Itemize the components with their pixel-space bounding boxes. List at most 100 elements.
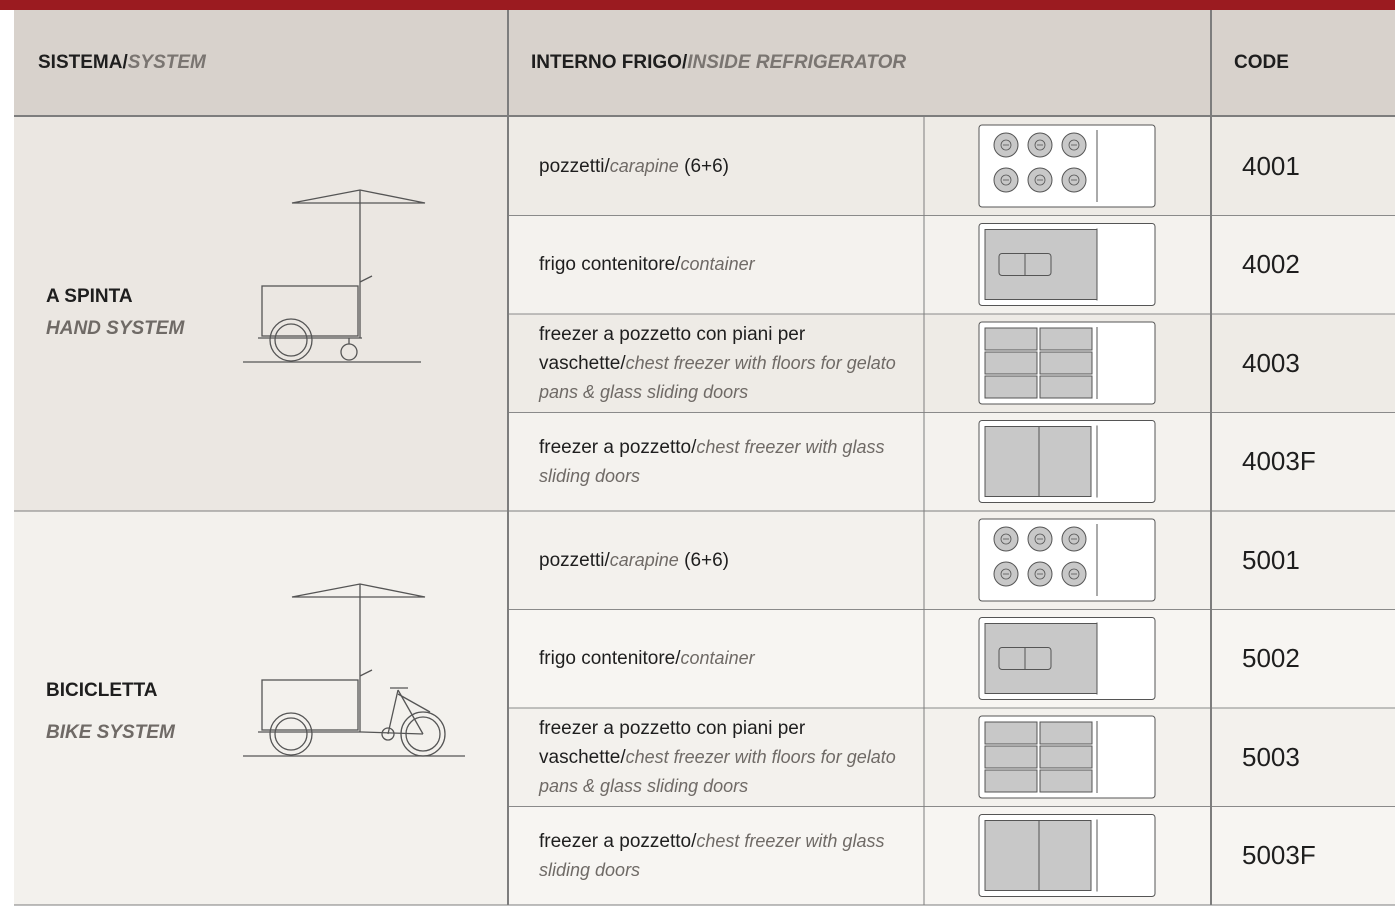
code: 4003 <box>1242 347 1300 378</box>
text-block: freezer a pozzetto con piani per vaschet… <box>539 320 899 407</box>
carapina-lid <box>1068 174 1080 186</box>
container <box>984 229 1098 300</box>
row-bg <box>508 215 1395 314</box>
drawing-line <box>387 689 399 735</box>
text-block: SISTEMA/SYSTEM <box>38 52 206 74</box>
description: freezer a pozzetto con piani per vaschet… <box>539 708 899 807</box>
code: 5001 <box>1242 544 1300 575</box>
group-label: BICICLETTA <box>46 680 158 701</box>
carapina-lid <box>1068 568 1080 580</box>
carapina-lid <box>1068 139 1080 151</box>
code: 5003F <box>1242 840 1316 871</box>
text-block: frigo contenitore/container <box>539 250 755 279</box>
drawing-line <box>397 693 431 713</box>
icon-frame <box>978 124 1156 208</box>
pan <box>1039 745 1093 769</box>
description: freezer a pozzetto/chest freezer with gl… <box>539 807 899 906</box>
header-cell: CODE <box>1234 52 1289 73</box>
description: freezer a pozzetto/chest freezer with gl… <box>539 413 899 512</box>
header-cell: INTERNO FRIGO/INSIDE REFRIGERATOR <box>531 10 1191 116</box>
wheel <box>400 711 446 757</box>
wheel <box>269 712 313 756</box>
pan <box>984 327 1038 351</box>
row-bg <box>508 314 1395 413</box>
text-italic: container <box>680 648 755 669</box>
pan <box>1039 769 1093 793</box>
text: SISTEMA/ <box>38 52 128 73</box>
text: (6+6) <box>684 549 730 571</box>
row-bg <box>508 117 1395 216</box>
carapina-lid <box>1000 174 1012 186</box>
carapina-lid <box>1034 533 1046 545</box>
text-italic: container <box>680 254 755 275</box>
code: 4001 <box>1242 150 1300 181</box>
text: (6+6) <box>684 155 730 177</box>
group-sublabel: BIKE SYSTEM <box>46 722 175 743</box>
chest-panel <box>984 820 1040 891</box>
row-bg <box>508 609 1395 708</box>
text-block: freezer a pozzetto con piani per vaschet… <box>539 714 899 801</box>
text-block: INTERNO FRIGO/INSIDE REFRIGERATOR <box>531 52 906 74</box>
text-italic: chest freezer with glass sliding doors <box>539 436 885 486</box>
container <box>984 623 1098 694</box>
carapina-lid <box>1034 139 1046 151</box>
code: 4003F <box>1242 446 1316 477</box>
cart-box <box>261 285 359 337</box>
carapina-lid <box>1068 533 1080 545</box>
umbrella <box>291 189 426 204</box>
text: INTERNO FRIGO/ <box>531 52 688 73</box>
text-block: freezer a pozzetto/chest freezer with gl… <box>539 827 899 885</box>
group-bg <box>14 511 508 905</box>
drawing-line <box>397 689 424 735</box>
text-italic: chest freezer with floors for gelato pan… <box>539 352 896 402</box>
pan <box>1039 375 1093 399</box>
row-bg <box>508 511 1395 610</box>
header-cell: SISTEMA/SYSTEM <box>38 10 498 116</box>
description: pozzetti/carapine (6+6) <box>539 511 899 610</box>
pan <box>984 375 1038 399</box>
group-bg <box>14 117 508 511</box>
top-bar <box>0 0 1395 10</box>
cart-box <box>261 679 359 731</box>
text-block: pozzetti/carapine (6+6) <box>539 152 729 181</box>
text: freezer a pozzetto con piani per vaschet… <box>539 323 806 374</box>
text-italic: chest freezer with glass sliding doors <box>539 830 885 880</box>
text-block: pozzetti/carapine (6+6) <box>539 546 729 575</box>
pan <box>1039 351 1093 375</box>
text-italic: SYSTEM <box>127 52 206 73</box>
carapina-lid <box>1000 139 1012 151</box>
wheel <box>274 323 308 357</box>
pan <box>984 769 1038 793</box>
chest-panel <box>1038 426 1092 497</box>
text: frigo contenitore/ <box>539 648 681 670</box>
umbrella <box>291 583 426 598</box>
icon-frame <box>978 518 1156 602</box>
group-sublabel: HAND SYSTEM <box>46 318 185 339</box>
text: freezer a pozzetto/ <box>539 830 697 852</box>
text-italic: INSIDE REFRIGERATOR <box>687 52 907 73</box>
carapina-lid <box>1034 568 1046 580</box>
carapina-lid <box>1000 568 1012 580</box>
pan <box>984 721 1038 745</box>
code: 4002 <box>1242 249 1300 280</box>
description: frigo contenitore/container <box>539 610 899 709</box>
text: freezer a pozzetto/ <box>539 436 697 458</box>
text-italic: carapine <box>609 155 679 176</box>
row-bg <box>508 708 1395 807</box>
pedal <box>381 727 395 741</box>
text-italic: carapine <box>609 549 679 570</box>
pan <box>1039 327 1093 351</box>
row-bg <box>508 806 1395 905</box>
carapina-lid <box>1034 174 1046 186</box>
header-bg <box>14 10 1395 116</box>
carapina-lid <box>1000 533 1012 545</box>
drawing-line <box>359 669 373 677</box>
drawing-line <box>361 731 424 735</box>
chest-panel <box>1038 820 1092 891</box>
description: frigo contenitore/container <box>539 216 899 315</box>
group-label: A SPINTA <box>46 286 133 307</box>
text: frigo contenitore/ <box>539 254 681 276</box>
pan <box>984 351 1038 375</box>
